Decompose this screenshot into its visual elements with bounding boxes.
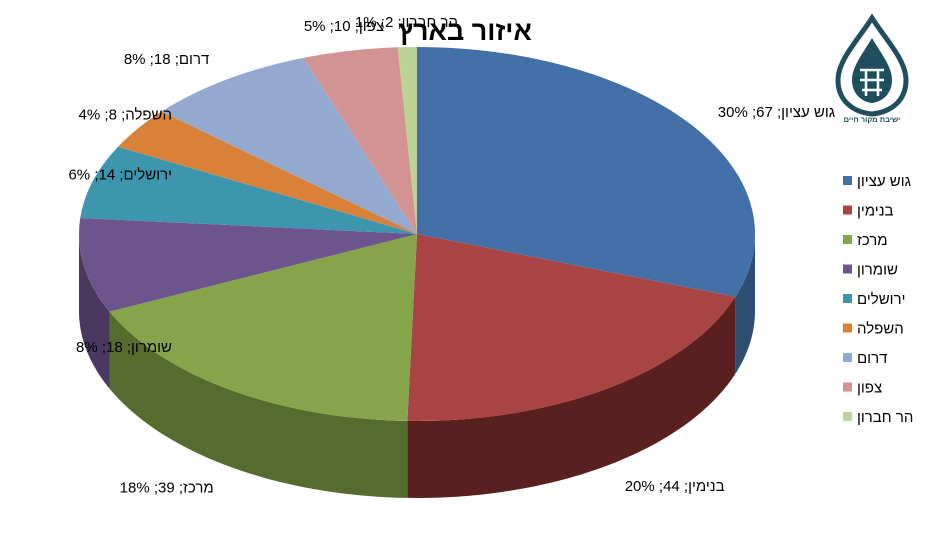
data-label-6: דרום; 18; 8% <box>124 51 209 68</box>
data-label-1: בנימין; 44; 20% <box>625 478 725 495</box>
pie-slice-5 <box>118 111 417 234</box>
pie-slice-6 <box>161 57 417 234</box>
legend: גוש עציון בנימין מרכז שומרון ירושלים השפלה דרו… <box>843 173 913 426</box>
legend-swatch-0 <box>843 176 852 185</box>
pie-side-2 <box>109 311 408 498</box>
legend-swatch-8 <box>843 412 852 421</box>
legend-label-2: מרכז <box>857 232 888 249</box>
data-label-7: צפון; 10; 5% <box>304 18 384 35</box>
pie-sides <box>79 234 755 498</box>
legend-swatch-1 <box>843 205 852 215</box>
legend-swatch-5 <box>843 323 852 333</box>
legend-swatch-4 <box>843 294 852 303</box>
legend-label-8: הר חברון <box>857 409 913 426</box>
logo-letters-icon <box>860 68 884 96</box>
legend-label-7: צפון <box>857 380 882 397</box>
pie-slice-1 <box>407 234 736 421</box>
chart-title: איזור בארץ <box>398 16 532 46</box>
legend-swatch-7 <box>843 382 852 392</box>
pie-side-3 <box>79 234 110 389</box>
pie-labels: גוש עציון; 67; 30% בנימין; 44; 20% מרכז; 3… <box>68 14 835 497</box>
pie-tops <box>78 47 755 421</box>
legend-label-5: השפלה <box>857 321 904 338</box>
legend-swatch-6 <box>843 353 852 362</box>
logo-flame-icon <box>835 13 909 117</box>
legend-swatch-3 <box>843 264 852 274</box>
pie-slice-2 <box>109 234 418 421</box>
data-label-2: מרכז; 39; 18% <box>120 480 214 497</box>
pie-slice-3 <box>78 217 417 312</box>
pie-side-0 <box>735 234 755 374</box>
legend-label-0: גוש עציון <box>857 173 911 190</box>
pie-slice-4 <box>80 146 418 234</box>
data-label-8: הר חברון; 2; 1% <box>355 14 458 31</box>
legend-swatch-2 <box>843 235 852 244</box>
pie-side-1 <box>407 296 736 498</box>
logo: ישיבת מקור חיים <box>835 13 909 124</box>
legend-label-6: דרום <box>857 350 887 367</box>
pie-slice-0 <box>417 47 755 297</box>
pie-slice-7 <box>303 47 417 234</box>
legend-label-4: ירושלים <box>857 291 905 308</box>
legend-label-1: בנימין <box>857 203 894 220</box>
data-label-4: ירושלים; 14; 6% <box>68 166 172 183</box>
data-label-5: השפלה; 8; 4% <box>79 106 172 123</box>
logo-caption: ישיבת מקור חיים <box>844 115 901 124</box>
legend-label-3: שומרון <box>857 262 898 279</box>
pie-slice-8 <box>397 47 417 234</box>
data-label-0: גוש עציון; 67; 30% <box>718 104 835 121</box>
data-label-3: שומרון; 18; 8% <box>76 339 172 356</box>
